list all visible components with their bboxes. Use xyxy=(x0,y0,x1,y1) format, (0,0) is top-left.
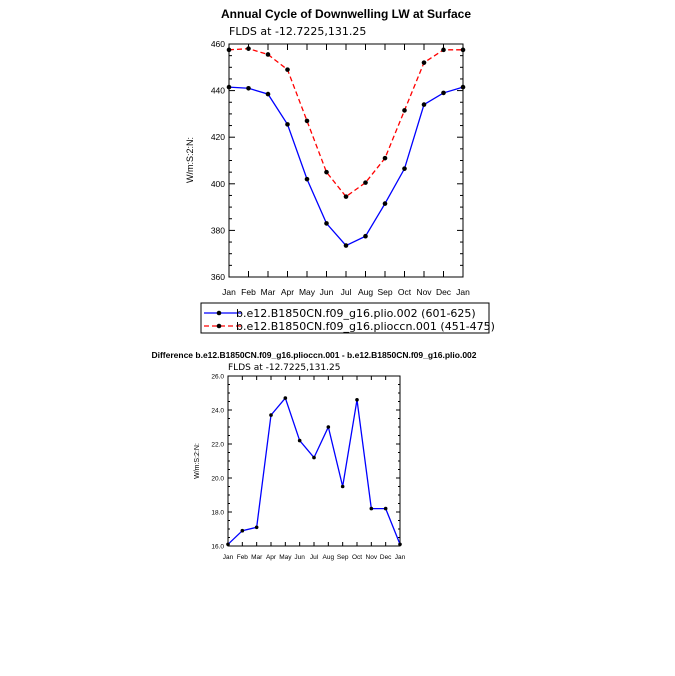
chart2-xtick-label: Dec xyxy=(380,554,392,561)
chart1-series-0-point xyxy=(402,166,407,171)
chart1-series-1-point xyxy=(246,46,251,51)
chart2-ytick-label: 26.0 xyxy=(211,373,224,380)
chart1-series-0-point xyxy=(343,243,349,248)
chart2-xtick-label: Jan xyxy=(395,554,406,561)
chart2-ytick-label: 18.0 xyxy=(211,509,224,516)
chart1-series-1-point xyxy=(226,47,232,53)
chart1-xtick-label: May xyxy=(299,287,316,297)
chart1-series-0-point xyxy=(304,176,310,182)
chart1-series-1-point xyxy=(441,47,446,53)
chart1-subtitle: FLDS at -12.7225,131.25 xyxy=(229,25,366,38)
chart2-frame xyxy=(227,375,401,547)
chart2-ylabel: W/m:S:2:N: xyxy=(194,443,201,479)
chart1-series-1-point xyxy=(343,194,349,199)
chart1-xtick-label: Oct xyxy=(398,287,412,297)
chart1-series-0-point xyxy=(382,201,388,206)
chart1-series-0-point xyxy=(460,84,466,90)
chart2-xtick-label: Jul xyxy=(310,554,319,561)
chart1-series-1-point xyxy=(402,108,407,113)
chart1-xtick-label: Jun xyxy=(320,287,334,297)
chart1-series-0-point xyxy=(441,90,446,96)
chart1-ytick-label: 380 xyxy=(211,225,225,235)
chart1-ylabel: W/m:S:2:N: xyxy=(185,137,195,183)
chart1-xtick-label: Jan xyxy=(456,287,470,297)
chart1-series-1-point xyxy=(265,52,271,57)
chart2-subtitle: FLDS at -12.7225,131.25 xyxy=(228,363,340,373)
chart2-series-0-point xyxy=(355,398,359,402)
chart1-ytick-label: 420 xyxy=(211,132,225,142)
chart2-ytick-label: 20.0 xyxy=(211,475,224,482)
chart2-series-0-point xyxy=(398,542,402,547)
chart1-xtick-label: Sep xyxy=(377,287,392,297)
chart2-ytick-label: 22.0 xyxy=(211,441,224,448)
chart2-series-0-point xyxy=(340,484,345,489)
chart1-title: Annual Cycle of Downwelling LW at Surfac… xyxy=(221,7,471,21)
chart1-series-1-point xyxy=(324,169,329,175)
chart2-series-0-point xyxy=(254,525,259,530)
chart2-plot-area: Jan Feb Mar Apr May Jun Jul Aug Sep Oct Nov Dec Jan1… xyxy=(211,373,405,561)
chart1-series-1-point xyxy=(285,67,290,72)
chart1-ytick-label: 400 xyxy=(211,179,225,189)
chart2-series-0-line xyxy=(227,396,401,545)
chart1-frame xyxy=(228,43,464,278)
chart1-ytick-label: 440 xyxy=(211,86,225,96)
chart2-xtick-label: Mar xyxy=(251,554,263,561)
chart2-series-0-point xyxy=(283,396,288,400)
chart2-title: Difference b.e12.B1850CN.f09_g16.plioccn… xyxy=(151,350,476,360)
chart2-series-0-point xyxy=(269,413,273,417)
chart1-series-0-line xyxy=(228,86,464,247)
chart2-xtick-label: Aug xyxy=(323,554,335,561)
chart1-xtick-label: Jan xyxy=(222,287,236,297)
chart2-xtick-label: Oct xyxy=(352,554,362,561)
chart1-legend-box xyxy=(200,302,490,334)
chart2-xtick-label: Feb xyxy=(237,554,249,561)
chart2-xtick-label: Nov xyxy=(366,554,378,561)
chart1-legend: b.e12.B1850CN.f09_g16.plio.002 (601-625)… xyxy=(200,302,495,334)
chart1-series-1-point xyxy=(363,180,368,185)
chart1-series-1-point xyxy=(382,155,388,161)
chart2-xtick-label: Jun xyxy=(294,554,305,561)
chart2-xtick-label: Sep xyxy=(337,554,349,561)
chart2-series-0-point xyxy=(369,506,374,511)
chart1-series-1-point xyxy=(460,47,466,53)
chart1-xtick-label: Jul xyxy=(341,287,352,297)
chart1-xtick-label: Dec xyxy=(436,287,452,297)
chart2-ytick-label: 24.0 xyxy=(211,407,224,414)
chart1-legend-label: b.e12.B1850CN.f09_g16.plioccn.001 (451-4… xyxy=(236,320,495,333)
chart1-xtick-label: Nov xyxy=(416,287,432,297)
chart1-series-0-point xyxy=(265,91,271,97)
chart1-series-1-line xyxy=(228,48,463,198)
chart1-legend-label: b.e12.B1850CN.f09_g16.plio.002 (601-625) xyxy=(236,307,476,320)
chart1-series-0-point xyxy=(421,102,427,107)
chart1-legend-marker xyxy=(216,310,222,316)
chart2-xtick-label: Apr xyxy=(266,554,277,561)
chart1-xtick-label: Feb xyxy=(241,287,256,297)
chart1-xtick-label: Aug xyxy=(358,287,373,297)
chart1-series-0-point xyxy=(285,122,290,127)
chart2-series-0-point xyxy=(312,455,316,460)
chart2-series-0-point xyxy=(326,425,331,429)
chart2-xtick-label: Jan xyxy=(223,554,234,561)
chart1-series-0-point xyxy=(324,221,329,226)
chart1-series-1-point xyxy=(421,60,427,65)
chart2-ytick-label: 16.0 xyxy=(211,543,224,550)
chart2-xtick-label: May xyxy=(279,554,292,561)
chart1-ytick-label: 360 xyxy=(211,272,225,282)
chart1-ytick-label: 460 xyxy=(211,39,225,49)
chart1-series-1-point xyxy=(304,118,310,124)
chart1-series-0-point xyxy=(363,233,368,239)
chart1-legend-marker xyxy=(216,323,222,329)
chart2-series-0-point xyxy=(297,438,302,443)
chart1-xtick-label: Apr xyxy=(281,287,294,297)
chart1-xtick-label: Mar xyxy=(261,287,276,297)
chart1-plot-area: Jan Feb Mar Apr May Jun Jul Aug Sep Oct Nov Dec Jan 3… xyxy=(211,39,470,297)
chart2-series-0-point xyxy=(240,528,245,533)
chart2-series-0-point xyxy=(383,506,388,511)
chart1-series-0-point xyxy=(226,84,232,90)
chart2-series-0-point xyxy=(226,542,230,547)
chart1-series-0-point xyxy=(246,85,251,91)
